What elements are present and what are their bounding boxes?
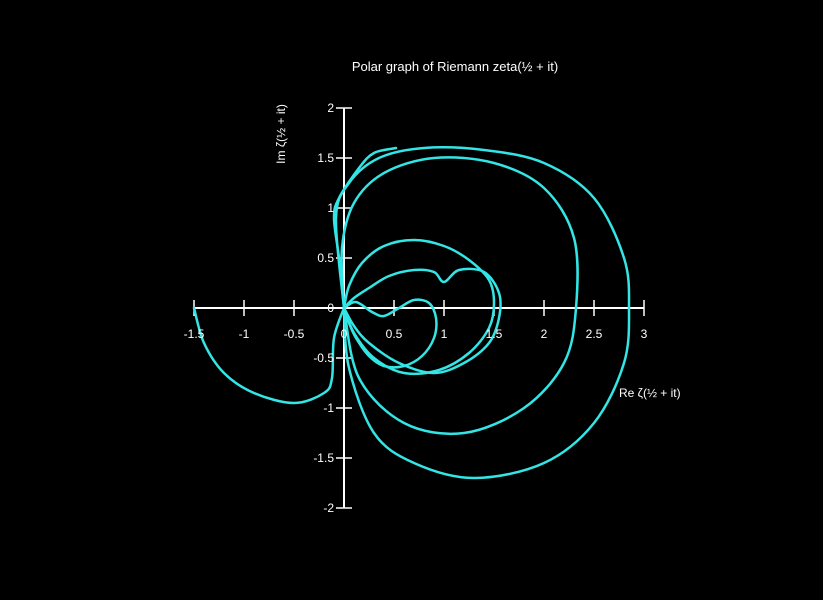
zeta-curves — [192, 146, 631, 480]
zeta-curve-segment — [334, 146, 631, 480]
x-tick-label: -1 — [239, 327, 250, 341]
y-tick-label: -0.5 — [313, 351, 334, 365]
tick-labels: -1.5 -1 -0.5 0 0.5 1 1.5 2 2.5 3 -2 -1.5 -1 -0.5 0.5 1 1… — [184, 101, 648, 515]
x-tick-label: 2 — [541, 327, 548, 341]
zeta-curve-segment — [342, 298, 438, 369]
y-tick-label: 2 — [327, 101, 334, 115]
chart-title: Polar graph of Riemann zeta(½ + it) — [351, 59, 559, 74]
zeta-curve-segment — [332, 146, 398, 310]
zeta-curve-segment — [340, 156, 579, 436]
x-tick-label: -0.5 — [284, 327, 305, 341]
y-tick-label: -2 — [323, 501, 334, 515]
y-axis-label: Im ζ(½ + it) — [274, 104, 288, 164]
x-tick-label: 3 — [641, 327, 648, 341]
x-axis-label: Re ζ(½ + it) — [619, 386, 681, 400]
y-tick-label: 0.5 — [317, 251, 334, 265]
zeta-curve-segment — [342, 238, 496, 376]
y-tick-label: 1 — [327, 201, 334, 215]
zeta-curve-segment — [342, 267, 502, 375]
y-tick-label: 0 — [327, 301, 334, 315]
zeta-curve-segment — [192, 306, 346, 405]
x-tick-label: 0 — [341, 327, 348, 341]
y-tick-label: -1.5 — [313, 451, 334, 465]
x-tick-label: 2.5 — [586, 327, 603, 341]
x-tick-label: 1.5 — [486, 327, 503, 341]
x-tick-label: 1 — [441, 327, 448, 341]
y-tick-label: -1 — [323, 401, 334, 415]
y-tick-label: 1.5 — [317, 151, 334, 165]
x-tick-label: -1.5 — [184, 327, 205, 341]
x-tick-label: 0.5 — [386, 327, 403, 341]
